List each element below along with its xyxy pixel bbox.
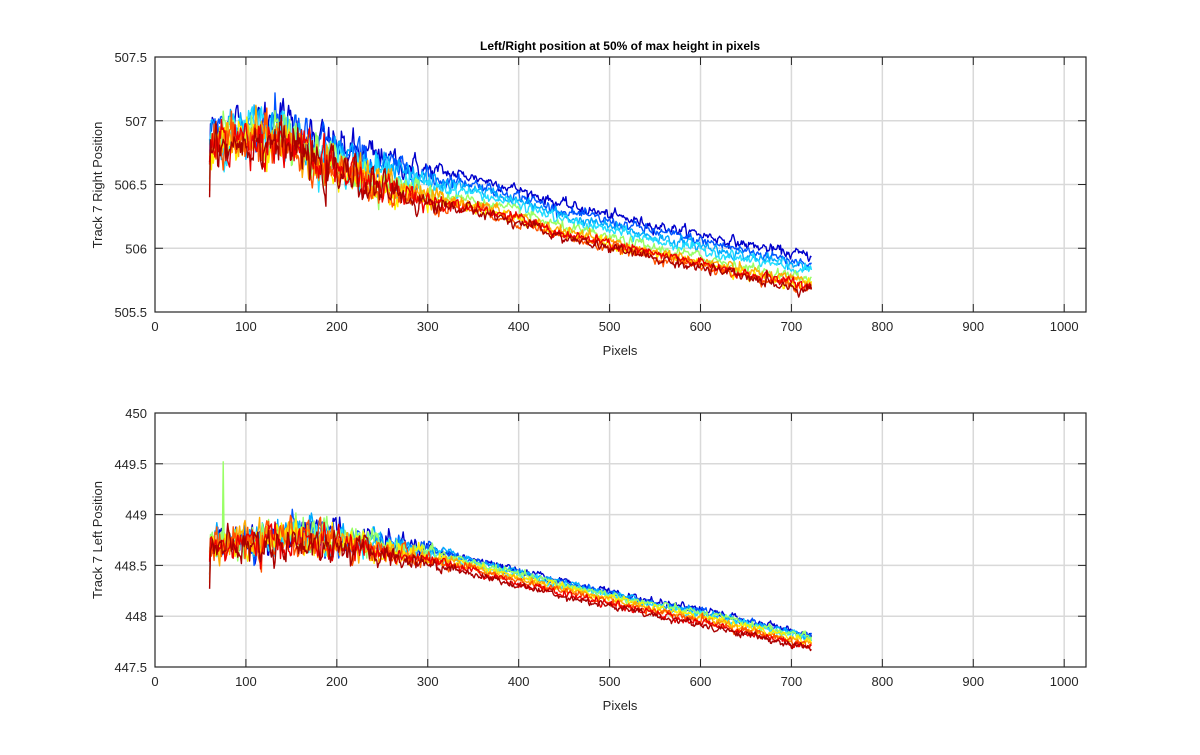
y-axis-label: Track 7 Left Position (90, 481, 105, 599)
x-tick-label: 900 (962, 674, 984, 689)
y-tick-label: 507.5 (114, 50, 147, 65)
y-tick-label: 449 (125, 508, 147, 523)
y-tick-label: 507 (125, 114, 147, 129)
series-line-10 (208, 522, 812, 652)
x-tick-label: 1000 (1050, 319, 1079, 334)
x-tick-label: 900 (962, 319, 984, 334)
axes-right-position: Left/Right position at 50% of max height… (90, 39, 1087, 358)
chart-title: Left/Right position at 50% of max height… (480, 39, 760, 53)
x-tick-label: 800 (871, 319, 893, 334)
series-line-10 (208, 114, 813, 298)
x-tick-label: 300 (417, 319, 439, 334)
axes-left-position: 0 100 200 300 400 500 600 700 800 900 1000 447.5 448… (90, 406, 1087, 713)
y-tick-label: 506 (125, 241, 147, 256)
x-tick-label: 400 (508, 319, 530, 334)
y-tick-label: 448 (125, 609, 147, 624)
x-axis-label: Pixels (603, 698, 638, 713)
y-tick-label: 449.5 (114, 457, 147, 472)
x-tick-label: 100 (235, 319, 257, 334)
x-tick-label: 800 (871, 674, 893, 689)
x-tick-label: 500 (599, 319, 621, 334)
y-tick-label: 506.5 (114, 178, 147, 193)
x-tick-label: 100 (235, 674, 257, 689)
x-tick-label: 0 (151, 319, 158, 334)
x-tick-label: 700 (781, 319, 803, 334)
x-tick-label: 500 (599, 674, 621, 689)
x-tick-label: 1000 (1050, 674, 1079, 689)
x-tick-label: 600 (690, 674, 712, 689)
series-line-9 (208, 118, 813, 290)
x-tick-label: 200 (326, 674, 348, 689)
y-tick-label: 505.5 (114, 305, 147, 320)
x-tick-label: 300 (417, 674, 439, 689)
series-line-1 (208, 97, 812, 262)
y-tick-label: 447.5 (114, 660, 147, 675)
y-axis-label: Track 7 Right Position (90, 122, 105, 249)
x-tick-label: 200 (326, 319, 348, 334)
x-axis-label: Pixels (603, 343, 638, 358)
y-tick-label: 450 (125, 406, 147, 421)
x-tick-label: 700 (781, 674, 803, 689)
x-tick-label: 400 (508, 674, 530, 689)
x-tick-label: 600 (690, 319, 712, 334)
x-tick-label: 0 (151, 674, 158, 689)
y-tick-label: 448.5 (114, 558, 147, 573)
